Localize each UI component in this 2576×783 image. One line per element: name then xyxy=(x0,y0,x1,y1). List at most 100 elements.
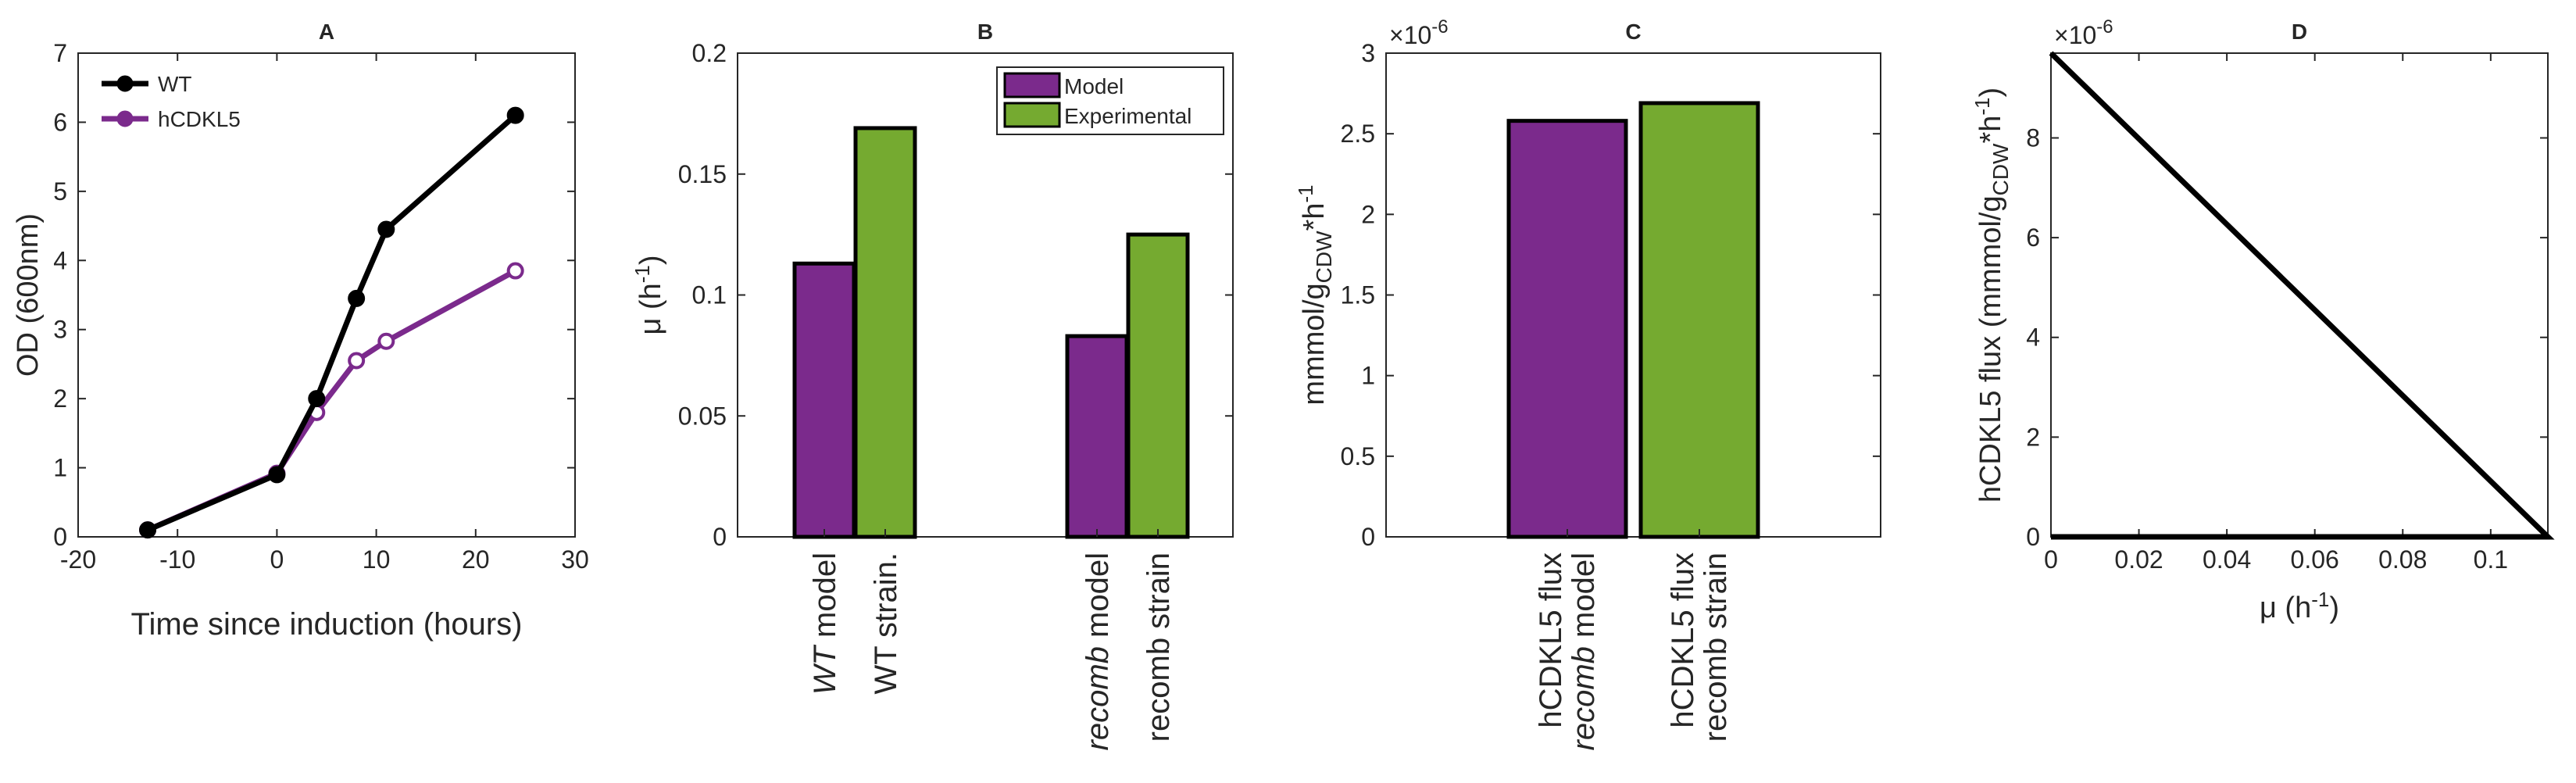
y-tick-label: 0.1 xyxy=(692,281,727,309)
panel-d-title: D xyxy=(2292,20,2307,44)
x-tick-label: 0.06 xyxy=(2291,545,2339,574)
y-tick-label: 0.05 xyxy=(678,402,727,430)
y-axis-label-sub: CDW xyxy=(1988,143,2013,195)
y-tick-label: 1 xyxy=(1361,362,1375,390)
y-axis-label: hCDKL5 flux (mmmol/gCDW*h-1) xyxy=(1970,88,2013,502)
series-line-hcdkl5 xyxy=(146,268,517,533)
data-point xyxy=(268,466,286,484)
y-axis-label: OD (600nm) xyxy=(12,213,45,377)
y-tick-label: 4 xyxy=(53,246,67,274)
x-tick-label-text: model xyxy=(1567,552,1601,646)
data-point xyxy=(377,220,395,238)
feasible-region-line xyxy=(2049,51,2555,540)
x-tick-label: 0.04 xyxy=(2203,545,2251,574)
x-tick-label: 0.08 xyxy=(2378,545,2427,574)
y-tick-label: 2 xyxy=(53,384,67,413)
y-multiplier-base: ×10 xyxy=(1389,21,1431,49)
x-axis-label-end: ) xyxy=(2329,592,2339,624)
x-tick-label-italic: recomb xyxy=(1567,646,1601,750)
y-tick-label: 6 xyxy=(53,108,67,136)
x-tick-label: -10 xyxy=(159,545,195,574)
y-axis-label-part: hCDKL5 flux (mmmol/g xyxy=(1974,195,2007,502)
x-tick-label-text: WT strain. xyxy=(869,552,903,695)
data-point xyxy=(506,106,524,124)
y-axis-label-sup: -1 xyxy=(1294,184,1317,202)
legend-label: Experimental xyxy=(1064,104,1192,128)
panel-c-bar-chart: C ×10-6 0 0.5 1 1.5 2 2.5 3 mmmol/gCDW*h-1 hCDKL5 … xyxy=(1294,16,1881,750)
legend-label: Model xyxy=(1064,74,1124,98)
legend-marker xyxy=(116,110,134,127)
x-tick-label-italic: recomb xyxy=(1081,646,1115,750)
y-tick-label: 2.5 xyxy=(1341,120,1375,148)
x-tick-label: WT strain. xyxy=(869,552,903,695)
panel-a-title: A xyxy=(319,20,334,44)
data-point xyxy=(348,289,366,307)
y-axis-label-sup: -1 xyxy=(1970,97,1994,115)
y-tick-label: 0 xyxy=(53,523,67,551)
x-tick-label: 10 xyxy=(363,545,391,574)
data-point xyxy=(139,521,157,539)
x-tick-label-line2: recomb strain xyxy=(1699,552,1733,742)
x-tick-label-line1: hCDKL5 flux xyxy=(1534,552,1568,728)
x-tick-label: 20 xyxy=(462,545,490,574)
panel-c-title: C xyxy=(1625,20,1641,44)
y-multiplier: ×10-6 xyxy=(2054,16,2113,49)
data-point xyxy=(348,352,366,370)
y-multiplier-exp: -6 xyxy=(1431,16,1448,38)
x-tick-label-text: model xyxy=(808,552,842,646)
y-tick-label: 6 xyxy=(2026,223,2040,252)
x-tick-label: WT model xyxy=(808,552,842,695)
x-axis-label: μ (h-1) xyxy=(2260,588,2339,624)
y-tick-label: 8 xyxy=(2026,123,2040,152)
panel-b-title: B xyxy=(977,20,993,44)
y-tick-label: 2 xyxy=(1361,200,1375,228)
y-tick-label: 0.2 xyxy=(692,39,727,67)
y-axis-label: mmmol/gCDW*h-1 xyxy=(1294,184,1336,405)
panel-c-axes-box xyxy=(1385,52,1881,538)
x-tick-label: -20 xyxy=(60,545,96,574)
x-tick-label: 30 xyxy=(561,545,589,574)
bar xyxy=(1506,119,1628,539)
x-tick-label: 0 xyxy=(2044,545,2058,574)
y-axis-label-sub: CDW xyxy=(1312,231,1336,283)
y-tick-label: 0 xyxy=(713,523,727,551)
y-axis-label-main: μ (h xyxy=(634,283,667,334)
y-tick-label: 5 xyxy=(53,177,67,206)
bar xyxy=(792,261,856,539)
legend-marker xyxy=(116,75,134,92)
y-multiplier-base: ×10 xyxy=(2054,21,2096,49)
y-tick-label: 4 xyxy=(2026,324,2040,352)
y-tick-label: 0.5 xyxy=(1341,442,1375,470)
y-axis-label-sup: -1 xyxy=(631,265,654,283)
y-axis-label-part: mmmol/g xyxy=(1298,283,1331,405)
bar xyxy=(1065,334,1129,539)
panel-a-axes-box xyxy=(77,52,576,538)
y-tick-label: 2 xyxy=(2026,423,2040,451)
series-line-wt xyxy=(146,113,517,533)
y-tick-label: 0 xyxy=(2026,523,2040,551)
x-tick-label-italic: WT xyxy=(808,644,842,695)
y-axis-label-end: ) xyxy=(634,255,667,265)
x-axis-label: Time since induction (hours) xyxy=(131,607,523,642)
x-tick-label: 0.02 xyxy=(2114,545,2163,574)
y-axis-label-part: *h xyxy=(1974,116,2007,144)
y-tick-label: 3 xyxy=(1361,39,1375,67)
y-multiplier-exp: -6 xyxy=(2096,16,2113,38)
y-multiplier: ×10-6 xyxy=(1389,16,1449,49)
y-axis-label-part: *h xyxy=(1298,203,1331,231)
x-tick-label-text: recomb strain xyxy=(1142,552,1176,742)
y-tick-label: 3 xyxy=(53,316,67,344)
y-axis-label: μ (h-1) xyxy=(631,255,667,334)
y-tick-label: 1.5 xyxy=(1341,281,1375,309)
data-point xyxy=(308,390,326,408)
bar xyxy=(853,126,917,539)
x-tick-label-text: recomb strain xyxy=(1699,552,1733,742)
panel-a-line-chart: A -20 -10 0 10 20 30 0 1 2 3 4 5 6 7 Time since inducti… xyxy=(12,20,589,642)
x-tick-label-line2: recomb model xyxy=(1567,552,1601,750)
data-point xyxy=(377,332,395,350)
y-tick-label: 7 xyxy=(53,39,67,67)
y-tick-label: 0 xyxy=(1361,523,1375,551)
y-tick-label: 1 xyxy=(53,454,67,482)
